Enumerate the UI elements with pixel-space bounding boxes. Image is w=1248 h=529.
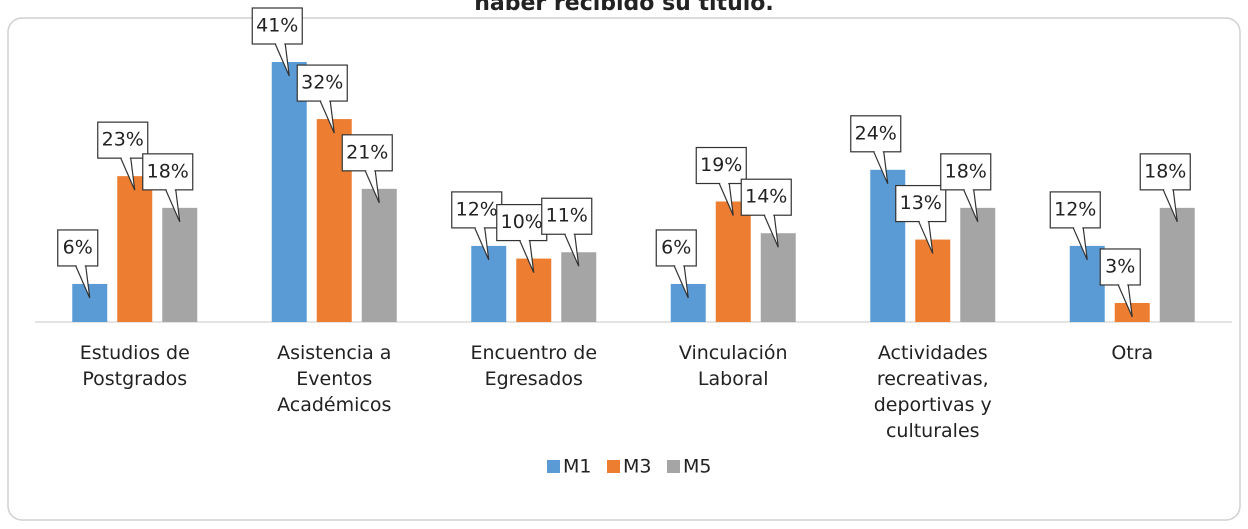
callout-tail bbox=[763, 214, 779, 248]
legend-label: M5 bbox=[683, 456, 711, 478]
data-label: 18% bbox=[945, 160, 987, 182]
callout-tail bbox=[274, 43, 290, 77]
x-tick-label: Asistencia a Eventos Académicos bbox=[277, 342, 392, 416]
legend-label: M3 bbox=[623, 456, 651, 478]
callout-tail bbox=[1072, 227, 1088, 261]
callout-tail bbox=[120, 157, 136, 191]
callout-box bbox=[142, 153, 194, 191]
data-label: 6% bbox=[63, 236, 93, 258]
callout-box bbox=[850, 115, 902, 153]
data-label: 23% bbox=[102, 129, 144, 151]
data-label: 12% bbox=[1054, 198, 1096, 220]
bar bbox=[361, 188, 397, 322]
callout-tail bbox=[918, 221, 934, 254]
callout-box bbox=[451, 191, 503, 229]
x-tick-label: Otra bbox=[1111, 342, 1154, 364]
data-label: 6% bbox=[661, 236, 691, 258]
data-label: 24% bbox=[855, 122, 897, 144]
callout-tail bbox=[319, 100, 335, 134]
callout-box bbox=[695, 146, 747, 185]
callout-tail bbox=[564, 234, 580, 267]
legend-label: M1 bbox=[563, 456, 591, 478]
x-tick-label: Actividades recreativas, deportivas y cu… bbox=[873, 342, 992, 442]
callout-box bbox=[57, 229, 99, 267]
data-label: 12% bbox=[456, 198, 498, 220]
data-label: 19% bbox=[700, 154, 742, 176]
data-label: 41% bbox=[256, 15, 298, 37]
callout-tail bbox=[718, 183, 734, 216]
chart-frame bbox=[7, 17, 1241, 521]
callout-tail bbox=[364, 170, 380, 204]
data-label: 32% bbox=[301, 72, 343, 94]
callout-box bbox=[341, 134, 393, 172]
bar bbox=[162, 207, 198, 322]
bar bbox=[960, 207, 996, 322]
callout-tail bbox=[1162, 189, 1178, 223]
data-label: 14% bbox=[745, 186, 787, 208]
bar bbox=[715, 201, 751, 322]
data-label: 21% bbox=[346, 141, 388, 163]
callout-tail bbox=[673, 265, 689, 299]
bar bbox=[72, 283, 108, 322]
data-label: 11% bbox=[546, 205, 588, 227]
bar bbox=[760, 233, 796, 322]
callout-box bbox=[1099, 248, 1141, 286]
callout-tail bbox=[75, 265, 91, 299]
callout-tail bbox=[963, 189, 979, 223]
x-tick-label: Encuentro de Egresados bbox=[470, 342, 598, 390]
legend-swatch bbox=[667, 460, 680, 473]
callout-box bbox=[895, 184, 947, 223]
callout-box bbox=[740, 178, 792, 216]
callout-box bbox=[251, 7, 303, 45]
data-label: 10% bbox=[501, 211, 543, 233]
bar bbox=[271, 62, 307, 322]
legend-swatch bbox=[607, 460, 620, 473]
data-label: 3% bbox=[1105, 255, 1135, 277]
callout-tail bbox=[165, 189, 181, 223]
bar bbox=[1159, 207, 1195, 322]
data-label: 18% bbox=[1144, 160, 1186, 182]
callout-box bbox=[940, 153, 992, 191]
data-label: 18% bbox=[147, 160, 189, 182]
bar bbox=[670, 283, 706, 322]
callout-box bbox=[296, 64, 348, 102]
callout-box bbox=[97, 121, 149, 159]
data-label: 13% bbox=[900, 192, 942, 214]
x-tick-label: Estudios de Postgrados bbox=[79, 342, 190, 390]
callout-tail bbox=[474, 227, 490, 261]
legend-swatch bbox=[547, 460, 560, 473]
callout-tail bbox=[519, 240, 535, 273]
callout-box bbox=[655, 229, 697, 267]
chart-title: haber recibido su título. bbox=[474, 0, 774, 16]
x-tick-label: Vinculación Laboral bbox=[678, 342, 788, 390]
callout-tail bbox=[873, 151, 889, 185]
callout-tail bbox=[1117, 284, 1133, 318]
bar bbox=[117, 176, 153, 322]
